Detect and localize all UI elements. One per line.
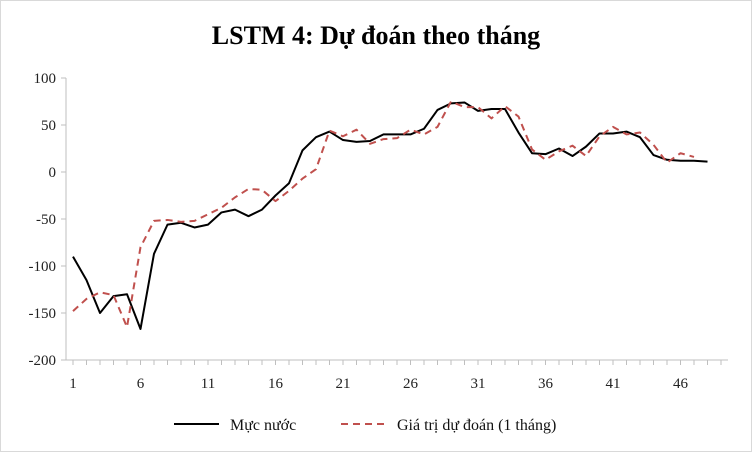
legend-label-2: Giá trị dự đoán (1 tháng)	[397, 417, 556, 434]
x-tick-label: 6	[137, 376, 145, 392]
legend-label-1: Mực nước	[230, 417, 296, 434]
y-tick-label: 100	[34, 71, 57, 87]
x-tick-label: 46	[673, 376, 689, 392]
x-tick-label: 11	[201, 376, 215, 392]
x-tick-label: 36	[538, 376, 554, 392]
legend: Mực nước Giá trị dự đoán (1 tháng)	[174, 417, 556, 434]
series-group	[72, 100, 708, 330]
series-line-1	[72, 101, 708, 330]
x-tick-label: 21	[336, 376, 351, 392]
y-tick-label: 0	[49, 165, 57, 181]
x-tick-label: 1	[69, 376, 77, 392]
x-tick-label: 16	[268, 376, 284, 392]
y-tick-label: -50	[36, 212, 56, 228]
chart-title: LSTM 4: Dự đoán theo tháng	[212, 21, 540, 50]
y-tick-label: -200	[29, 353, 57, 369]
x-tick-label: 31	[471, 376, 486, 392]
y-tick-label: -100	[29, 259, 57, 275]
y-tick-label: -150	[29, 306, 57, 322]
x-tick-label: 41	[606, 376, 621, 392]
series-line-2	[72, 100, 695, 329]
x-tick-label: 26	[403, 376, 419, 392]
y-tick-label: 50	[41, 118, 56, 134]
